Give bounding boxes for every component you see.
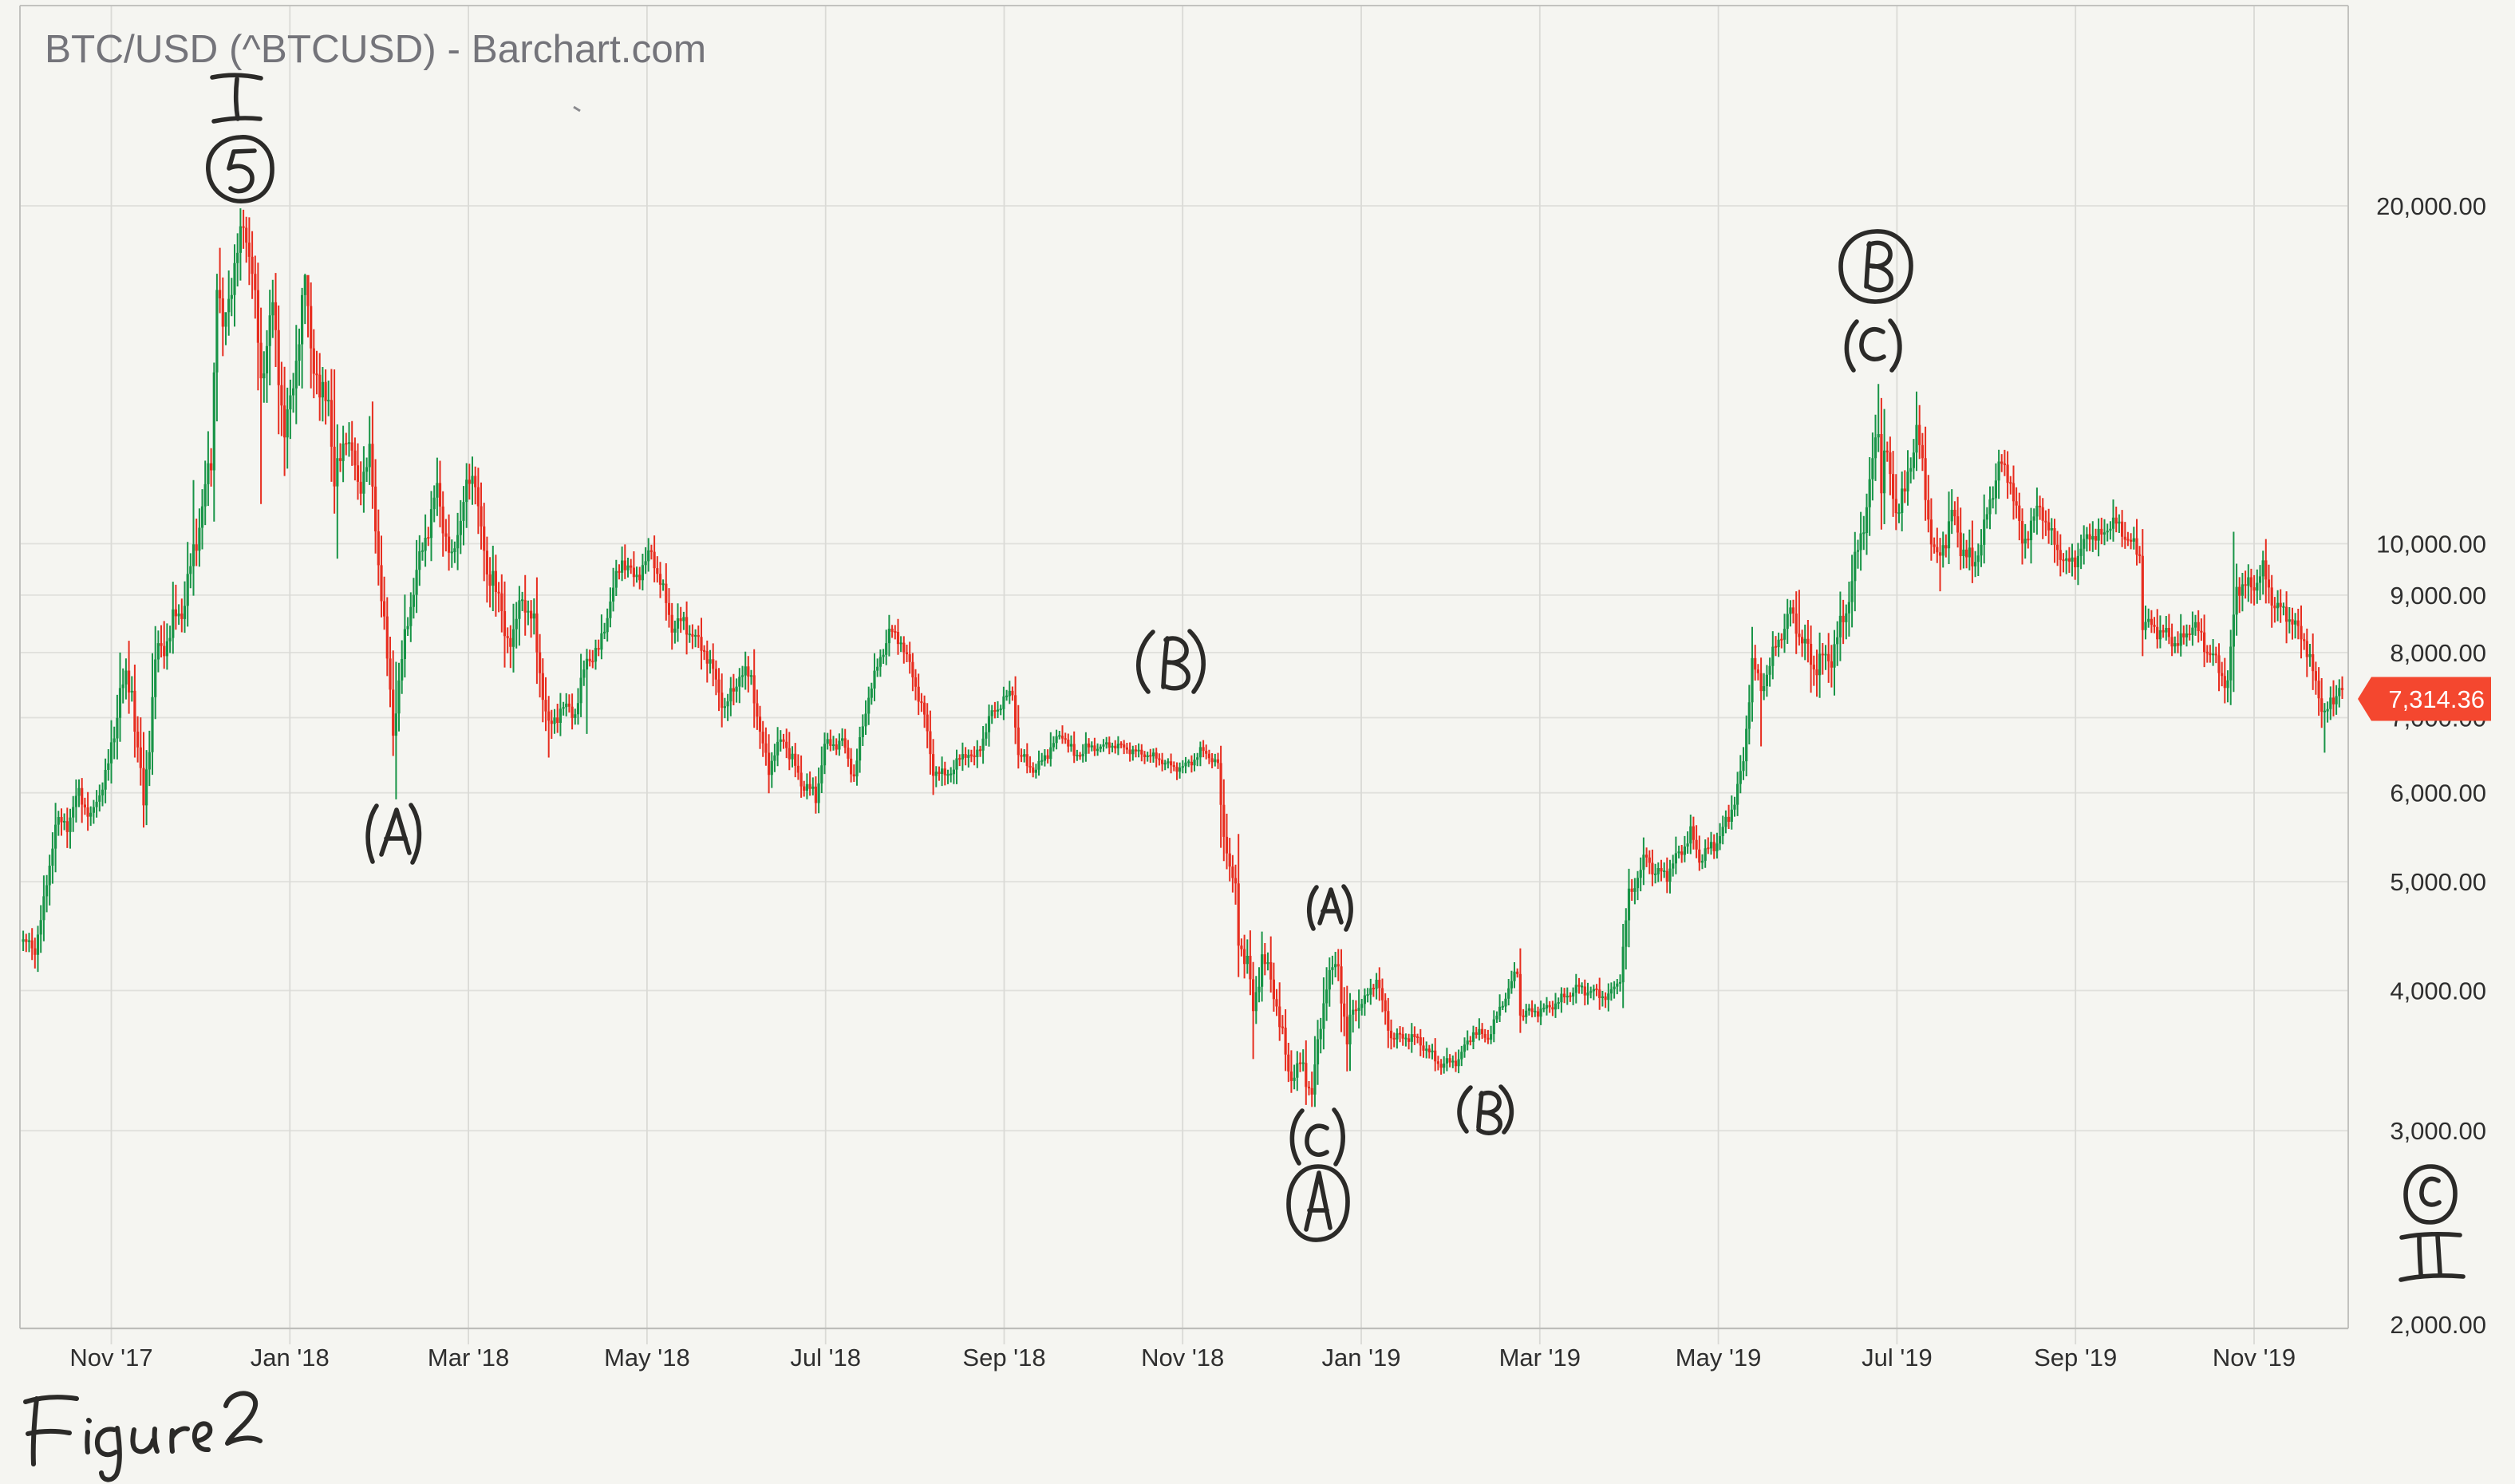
svg-text:Jan '18: Jan '18 bbox=[251, 1344, 330, 1372]
svg-text:3,000.00: 3,000.00 bbox=[2390, 1117, 2486, 1145]
svg-text:10,000.00: 10,000.00 bbox=[2376, 531, 2486, 558]
svg-text:8,000.00: 8,000.00 bbox=[2390, 639, 2486, 667]
svg-text:9,000.00: 9,000.00 bbox=[2390, 582, 2486, 610]
svg-text:Jul '19: Jul '19 bbox=[1862, 1344, 1933, 1372]
svg-text:BTC/USD (^BTCUSD) - Barchart.c: BTC/USD (^BTCUSD) - Barchart.com bbox=[45, 27, 706, 71]
svg-text:Sep '18: Sep '18 bbox=[962, 1344, 1045, 1372]
svg-text:7,314.36: 7,314.36 bbox=[2388, 685, 2485, 713]
svg-text:2,000.00: 2,000.00 bbox=[2390, 1311, 2486, 1339]
svg-text:Jan '19: Jan '19 bbox=[1322, 1344, 1401, 1372]
svg-text:Mar '18: Mar '18 bbox=[428, 1344, 509, 1372]
svg-text:20,000.00: 20,000.00 bbox=[2376, 192, 2486, 220]
svg-text:4,000.00: 4,000.00 bbox=[2390, 977, 2486, 1005]
svg-text:Nov '18: Nov '18 bbox=[1141, 1344, 1224, 1372]
svg-text:Jul '18: Jul '18 bbox=[790, 1344, 861, 1372]
svg-text:May '19: May '19 bbox=[1676, 1344, 1762, 1372]
svg-text:Nov '17: Nov '17 bbox=[69, 1344, 152, 1372]
svg-text:May '18: May '18 bbox=[604, 1344, 690, 1372]
svg-text:5,000.00: 5,000.00 bbox=[2390, 868, 2486, 896]
svg-text:Sep '19: Sep '19 bbox=[2034, 1344, 2117, 1372]
svg-text:6,000.00: 6,000.00 bbox=[2390, 779, 2486, 807]
svg-text:Mar '19: Mar '19 bbox=[1499, 1344, 1581, 1372]
svg-text:Nov '19: Nov '19 bbox=[2213, 1344, 2296, 1372]
